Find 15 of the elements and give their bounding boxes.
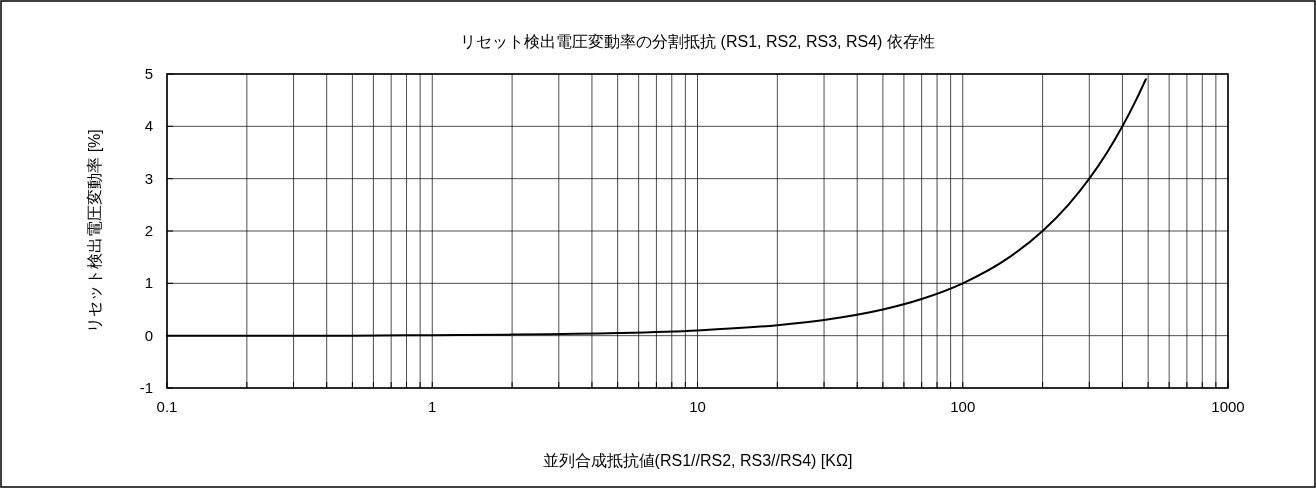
chart-title: リセット検出電圧変動率の分割抵抗 (RS1, RS2, RS3, RS4) 依存性 — [460, 33, 935, 50]
x-axis-title: 並列合成抵抗値(RS1//RS2, RS3//RS4) [KΩ] — [542, 452, 853, 469]
y-tick-label: 0 — [144, 326, 153, 344]
x-tick-label: 1 — [428, 398, 437, 415]
x-tick-label: 100 — [950, 398, 976, 415]
x-tick-label: 1000 — [1211, 398, 1245, 415]
x-tick-label: 0.1 — [156, 398, 178, 415]
y-axis-title: リセット検出電圧変動率 [%] — [86, 129, 103, 333]
x-tick-label: 10 — [689, 398, 706, 415]
y-tick-label: 5 — [144, 65, 153, 82]
y-tick-label: 2 — [144, 222, 153, 239]
y-tick-label: -1 — [139, 379, 153, 396]
y-tick-label: 3 — [144, 169, 153, 187]
y-tick-label: 4 — [144, 117, 153, 135]
y-tick-label: 1 — [144, 274, 153, 292]
